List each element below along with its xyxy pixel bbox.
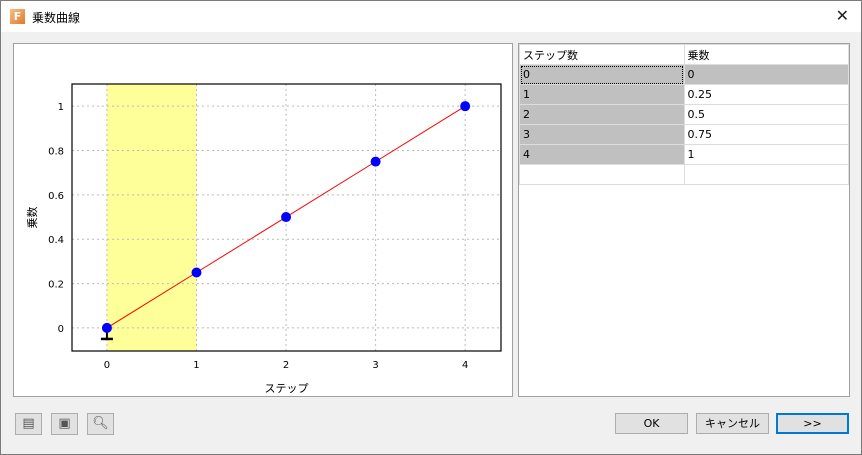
column-header-multiplier[interactable]: 乗数	[683, 44, 849, 65]
cell-step[interactable]: 3	[519, 124, 685, 145]
close-icon[interactable]: ✕	[835, 6, 849, 25]
table-icon: ▤	[22, 416, 35, 431]
chart-panel: 0 1 2 3 4 0 0.2 0.4 0.6 0.8 1 ステップ 乗数	[13, 43, 513, 397]
y-tick-label: 0.4	[48, 235, 64, 246]
cell-step[interactable]: 4	[519, 144, 685, 165]
y-axis-label: 乗数	[26, 207, 39, 229]
window-title: 乗数曲線	[32, 11, 81, 25]
ok-button[interactable]: OK	[615, 413, 688, 434]
cell-multiplier[interactable]: 1	[683, 144, 849, 165]
zoom-button[interactable]: 🔍︎	[87, 413, 114, 435]
y-tick-label: 0.6	[48, 191, 64, 202]
data-point	[191, 267, 202, 278]
x-axis-label: ステップ	[265, 382, 309, 395]
cell-step[interactable]: 0	[519, 64, 685, 85]
table-button[interactable]: ▤	[15, 413, 42, 435]
data-point	[460, 101, 471, 112]
cell-multiplier[interactable]	[683, 164, 849, 185]
data-point	[101, 322, 112, 333]
x-tick-label: 4	[462, 360, 468, 371]
column-header-steps[interactable]: ステップ数	[519, 44, 685, 65]
table-row[interactable]: 3 0.75	[519, 124, 849, 145]
cell-step[interactable]: 1	[519, 84, 685, 105]
plot-frame	[71, 83, 502, 352]
table-row-new[interactable]	[519, 164, 849, 185]
cell-step[interactable]: 2	[519, 104, 685, 125]
table-row[interactable]: 2 0.5	[519, 104, 849, 125]
x-tick-label: 2	[283, 360, 289, 371]
cell-multiplier[interactable]: 0.25	[683, 84, 849, 105]
cell-multiplier[interactable]: 0.75	[683, 124, 849, 145]
data-point	[281, 212, 292, 223]
save-button[interactable]: ▣	[51, 413, 78, 435]
x-tick-label: 0	[104, 360, 110, 371]
y-tick-label: 1	[58, 102, 64, 113]
table-row[interactable]: 1 0.25	[519, 84, 849, 105]
y-tick-label: 0.2	[48, 280, 64, 291]
y-tick-label: 0	[58, 324, 64, 335]
cancel-button[interactable]: キャンセル	[696, 413, 769, 434]
save-icon: ▣	[58, 416, 71, 431]
highlight-region	[106, 84, 197, 351]
x-tick-label: 1	[193, 360, 199, 371]
multiplier-chart[interactable]: 0 1 2 3 4 0 0.2 0.4 0.6 0.8 1 ステップ 乗数	[14, 44, 512, 396]
cell-multiplier[interactable]: 0	[683, 64, 849, 85]
zoom-icon: 🔍︎	[92, 416, 109, 431]
x-tick-label: 3	[372, 360, 378, 371]
data-point	[370, 156, 381, 167]
cell-step[interactable]	[519, 164, 685, 185]
expand-button[interactable]: >>	[776, 413, 849, 434]
cell-multiplier[interactable]: 0.5	[683, 104, 849, 125]
y-tick-label: 0.8	[48, 147, 64, 158]
title-bar: F 乗数曲線 ✕	[1, 1, 861, 32]
app-icon: F	[10, 9, 25, 24]
